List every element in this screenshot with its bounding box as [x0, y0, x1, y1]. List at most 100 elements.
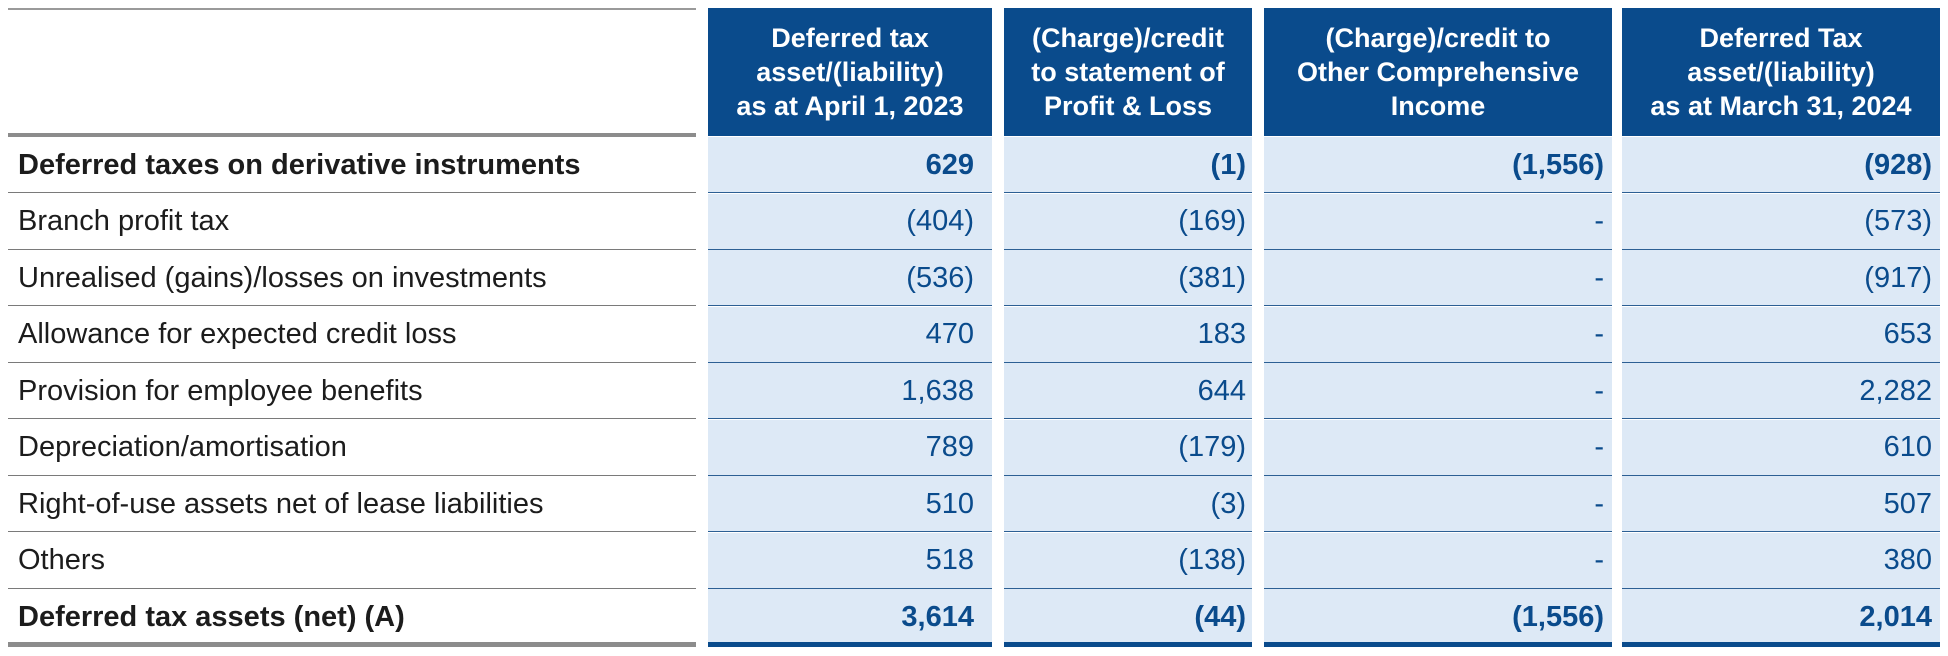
row-label: Allowance for expected credit loss: [8, 307, 696, 363]
value-cell: (1,556): [1264, 137, 1612, 193]
value-text: -: [1594, 205, 1604, 237]
value-text: (573): [1864, 205, 1932, 237]
value-text: (404): [906, 205, 974, 237]
cell-divider: [1264, 587, 1612, 589]
cell-divider: [1264, 418, 1612, 419]
table-row: Right-of-use assets net of lease liabili…: [0, 476, 1948, 532]
header-oci-text: (Charge)/credit to Other Comprehensive I…: [1296, 23, 1580, 121]
cell-divider: [708, 474, 992, 476]
value-text: 610: [1883, 431, 1932, 463]
value-cell: 2,014: [1622, 589, 1940, 645]
cell-divider: [1622, 192, 1940, 193]
value-cell: (1,556): [1264, 589, 1612, 645]
value-text: 1,638: [901, 374, 974, 407]
value-cell: 644: [1004, 363, 1252, 419]
header-rule: [8, 133, 696, 137]
bottom-rule-col2: [1004, 642, 1252, 647]
value-cell: (573): [1622, 193, 1940, 250]
cell-divider: [1622, 361, 1940, 363]
value-text: -: [1594, 544, 1604, 576]
value-text: 789: [925, 431, 974, 463]
table-row: Others 518 (138) - 380: [0, 532, 1948, 589]
value-cell: 2,282: [1622, 363, 1940, 419]
value-cell: 183: [1004, 306, 1252, 363]
table-row: Branch profit tax (404) (169) - (573): [0, 193, 1948, 250]
cell-divider: [708, 418, 992, 419]
value-text: 629: [925, 148, 974, 181]
table-row: Deferred tax assets (net) (A) 3,614 (44) (1…: [0, 589, 1948, 645]
row-divider: [8, 305, 696, 306]
value-text: (536): [906, 261, 974, 294]
value-cell: -: [1264, 363, 1612, 419]
value-cell: (381): [1004, 250, 1252, 306]
value-cell: (928): [1622, 137, 1940, 193]
value-cell: -: [1264, 306, 1612, 363]
bottom-rule-col4: [1622, 642, 1940, 647]
cell-divider: [708, 248, 992, 250]
value-text: (1): [1210, 148, 1246, 181]
cell-divider: [1622, 474, 1940, 476]
row-label: Unrealised (gains)/losses on investments: [8, 250, 696, 306]
value-text: (138): [1178, 544, 1246, 576]
cell-divider: [1622, 305, 1940, 306]
row-label: Branch profit tax: [8, 194, 696, 250]
table-row: Provision for employee benefits 1,638 644 -…: [0, 363, 1948, 419]
value-cell: (138): [1004, 532, 1252, 589]
value-text: 644: [1197, 374, 1246, 407]
value-text: 470: [925, 318, 974, 350]
value-text: -: [1594, 374, 1604, 407]
value-text: 380: [1883, 544, 1932, 576]
bottom-rule-col1: [708, 642, 992, 647]
value-cell: 610: [1622, 419, 1940, 476]
cell-divider: [1004, 248, 1252, 250]
row-label: Others: [8, 533, 696, 589]
value-cell: (3): [1004, 476, 1252, 532]
value-text: (3): [1210, 487, 1246, 520]
cell-divider: [1004, 531, 1252, 532]
row-label: Deferred tax assets (net) (A): [18, 600, 405, 633]
value-cell: -: [1264, 532, 1612, 589]
bottom-rule: [8, 642, 696, 647]
value-text: 2,014: [1859, 600, 1932, 633]
value-text: -: [1594, 431, 1604, 463]
row-divider: [8, 248, 696, 250]
cell-divider: [1004, 587, 1252, 589]
header-opening-balance: Deferred tax asset/(liability) as at Apr…: [708, 8, 992, 136]
value-text: 510: [925, 487, 974, 520]
value-cell: -: [1264, 419, 1612, 476]
value-cell: 470: [708, 306, 992, 363]
value-cell: -: [1264, 193, 1612, 250]
value-text: -: [1594, 318, 1604, 350]
value-text: 3,614: [901, 600, 974, 633]
cell-divider: [1264, 474, 1612, 476]
value-cell: 380: [1622, 532, 1940, 589]
value-cell: (1): [1004, 137, 1252, 193]
row-divider: [8, 361, 696, 363]
row-divider: [8, 531, 696, 532]
header-closing-balance: Deferred Tax asset/(liability) as at Mar…: [1622, 8, 1940, 136]
cell-divider: [1264, 248, 1612, 250]
table-row: Deferred taxes on derivative instruments…: [0, 137, 1948, 193]
value-cell: -: [1264, 250, 1612, 306]
row-divider: [8, 192, 696, 193]
cell-divider: [1004, 305, 1252, 306]
cell-divider: [1622, 531, 1940, 532]
cell-divider: [1004, 418, 1252, 419]
row-divider: [8, 418, 696, 419]
header-profit-loss: (Charge)/credit to statement of Profit &…: [1004, 8, 1252, 136]
cell-divider: [1264, 305, 1612, 306]
value-cell: (917): [1622, 250, 1940, 306]
value-text: (928): [1864, 148, 1932, 181]
value-text: 518: [925, 544, 974, 576]
value-text: (169): [1178, 205, 1246, 237]
value-text: 507: [1883, 487, 1932, 520]
header-opening-balance-text: Deferred tax asset/(liability) as at Apr…: [736, 23, 964, 121]
value-cell: 789: [708, 419, 992, 476]
cell-divider: [1004, 192, 1252, 193]
row-label: Depreciation/amortisation: [8, 420, 696, 476]
value-cell: (169): [1004, 193, 1252, 250]
row-label: Deferred taxes on derivative instruments: [8, 137, 696, 193]
cell-divider: [1622, 418, 1940, 419]
value-cell: 510: [708, 476, 992, 532]
row-label: Right-of-use assets net of lease liabili…: [8, 476, 696, 532]
